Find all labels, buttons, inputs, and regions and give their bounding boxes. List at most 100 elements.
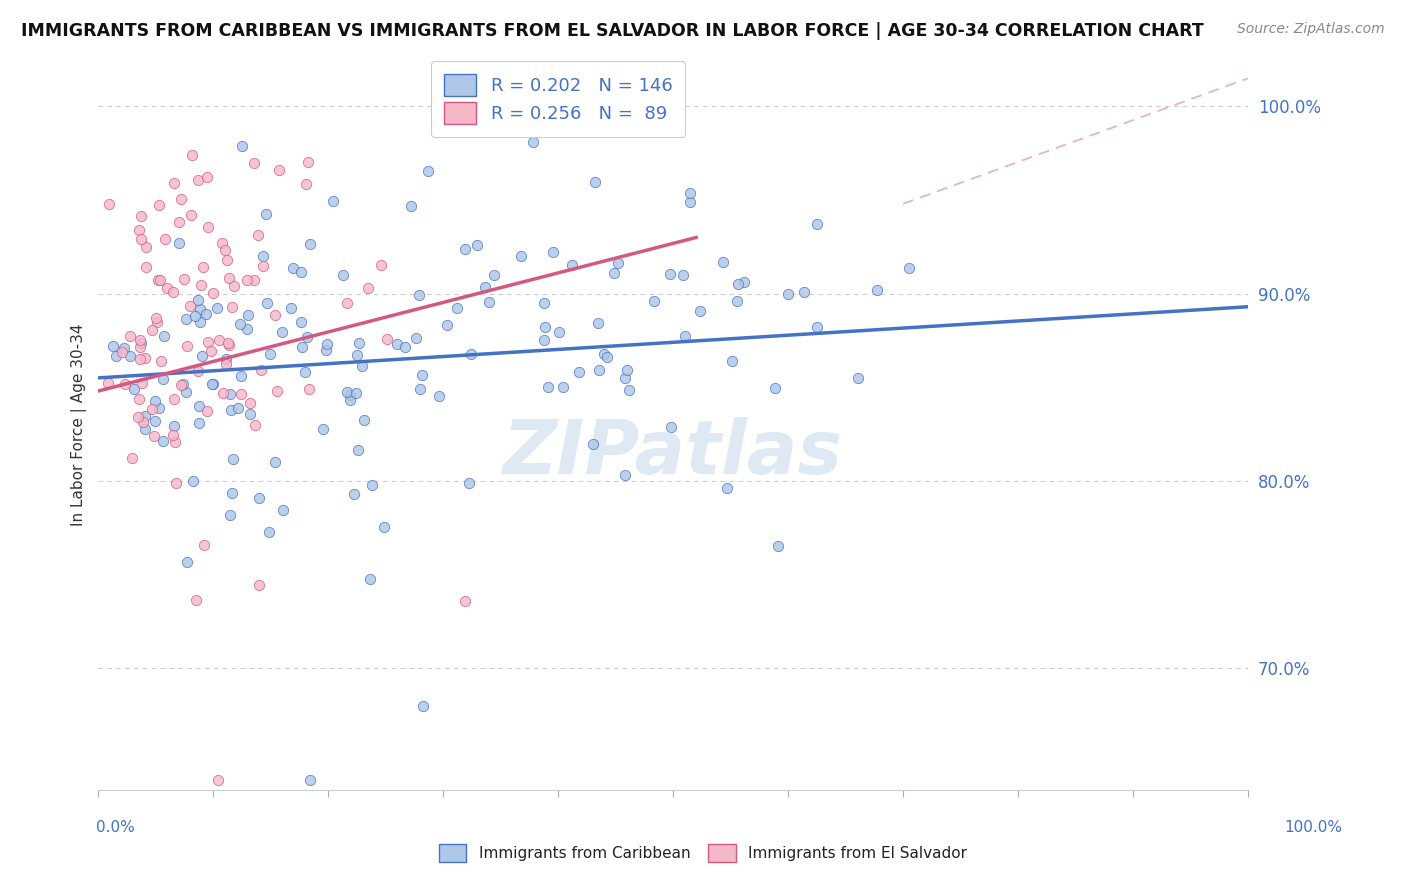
Point [778,287,800,301]
Point [252,259,274,273]
Text: ZIPatlas: ZIPatlas [503,417,844,491]
Point [215,357,238,371]
Point [195,404,218,418]
Point [346,348,368,362]
Point [643,294,665,309]
Point [132,415,155,429]
Point [250,362,273,376]
Point [343,487,366,501]
Point [259,347,281,361]
Point [263,308,285,322]
Point [218,387,240,401]
Point [173,272,195,286]
Point [716,481,738,495]
Point [143,393,166,408]
Point [792,285,814,299]
Point [659,420,682,434]
Point [186,593,208,607]
Point [201,376,224,391]
Point [214,243,236,257]
Point [180,208,202,222]
Point [162,285,184,299]
Point [163,392,186,406]
Point [352,359,374,374]
Point [533,333,555,347]
Point [297,330,319,344]
Point [252,249,274,263]
Point [315,343,337,358]
Point [128,352,150,367]
Point [478,295,501,310]
Point [846,371,869,385]
Point [271,503,294,517]
Point [229,386,252,401]
Point [454,243,477,257]
Point [399,199,422,213]
Point [347,442,370,457]
Point [219,403,242,417]
Point [145,311,167,326]
Point [465,237,488,252]
Point [122,382,145,396]
Point [294,365,316,379]
Point [208,333,231,347]
Point [613,371,636,385]
Point [212,386,235,401]
Point [474,280,496,294]
Point [405,331,427,345]
Point [165,434,187,449]
Point [297,155,319,169]
Point [336,384,359,399]
Point [522,135,544,149]
Point [201,377,224,392]
Point [263,455,285,469]
Point [181,475,204,489]
Point [484,268,506,282]
Point [543,244,565,259]
Point [898,261,921,276]
Point [112,341,135,355]
Point [146,315,169,329]
Point [243,273,266,287]
Point [129,209,152,223]
Point [191,349,214,363]
Point [866,283,889,297]
Point [211,235,233,250]
Point [184,309,207,323]
Point [231,138,253,153]
Point [533,296,555,310]
Point [336,296,359,310]
Point [617,383,640,397]
Point [197,334,219,349]
Point [568,366,591,380]
Point [603,266,626,280]
Point [118,328,141,343]
Point [149,273,172,287]
Point [298,773,321,788]
Point [720,354,742,368]
Point [659,268,682,282]
Point [727,277,749,291]
Point [221,300,243,314]
Y-axis label: In Labor Force | Age 30-34: In Labor Force | Age 30-34 [72,324,87,526]
Point [725,294,748,309]
Point [221,486,243,500]
Point [270,326,292,340]
Point [256,296,278,310]
Point [315,336,337,351]
Point [711,255,734,269]
Point [134,351,156,365]
Point [221,452,243,467]
Point [361,477,384,491]
Point [583,175,606,189]
Point [616,362,638,376]
Point [353,413,375,427]
Point [375,333,398,347]
Point [283,261,305,276]
Point [291,340,314,354]
Point [152,434,174,448]
Point [134,422,156,436]
Point [219,508,242,522]
Point [104,349,127,363]
Point [359,572,381,586]
